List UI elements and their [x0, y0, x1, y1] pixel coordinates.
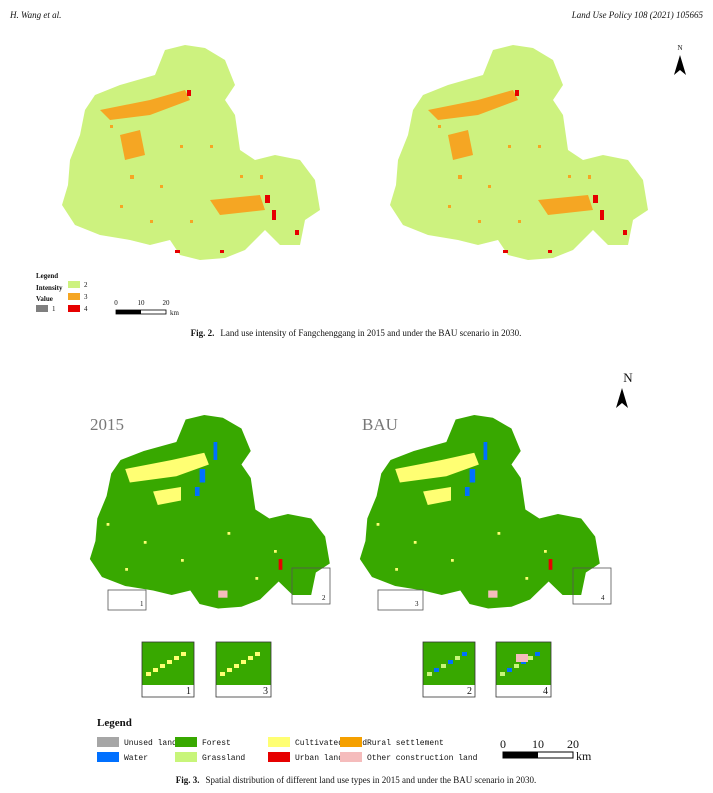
- legend-swatch: [97, 752, 119, 762]
- legend-label: Grassland: [202, 754, 245, 763]
- caption: Fig. 3. Spatial distribution of different…: [176, 775, 537, 785]
- inset-patch: [181, 652, 186, 656]
- legend-swatch: [175, 752, 197, 762]
- inset-patch: [516, 654, 528, 662]
- inset-patch: [535, 652, 540, 656]
- legend-swatch: [268, 737, 290, 747]
- inset-patch: [427, 672, 432, 676]
- box-label: 1: [140, 600, 144, 608]
- inset-patch: [462, 652, 467, 656]
- inset-patch: [167, 660, 172, 664]
- legend-swatch: [97, 737, 119, 747]
- scale-tick: 10: [532, 737, 544, 751]
- scale-tick: 10: [138, 299, 146, 307]
- legend-label: Forest: [202, 739, 231, 748]
- legend-label: Urban land: [295, 754, 343, 763]
- legend-swatch: [268, 752, 290, 762]
- inset-patch: [255, 652, 260, 656]
- inset-patch: [146, 672, 151, 676]
- inset-patch: [174, 656, 179, 660]
- inset-patch: [507, 668, 512, 672]
- north-label: N: [677, 44, 682, 52]
- box-label: 3: [415, 600, 419, 608]
- inset-label: 2: [467, 686, 472, 697]
- inset-patch: [227, 668, 232, 672]
- legend-title: Legend: [97, 717, 132, 729]
- inset-patch: [234, 664, 239, 668]
- inset-patch: [241, 660, 246, 664]
- scale-unit: km: [576, 749, 592, 763]
- legend-swatch: [68, 281, 80, 288]
- scale-tick: 20: [567, 737, 579, 751]
- inset-frame: [141, 641, 195, 698]
- scale-bar: [503, 752, 538, 758]
- inset-frame: [215, 641, 272, 698]
- north-label: N: [623, 370, 633, 385]
- map: [390, 45, 648, 260]
- map-title: 2015: [90, 415, 124, 434]
- legend-label: Other construction land: [367, 754, 478, 763]
- legend-label: 4: [84, 305, 88, 313]
- inset-patch: [514, 664, 519, 668]
- box-label: 2: [322, 594, 326, 602]
- header-right: Land Use Policy 108 (2021) 105665: [571, 10, 704, 20]
- legend-swatch: [175, 737, 197, 747]
- scale-tick: 0: [500, 737, 506, 751]
- legend-swatch: [68, 293, 80, 300]
- inset-patch: [160, 664, 165, 668]
- inset-patch: [153, 668, 158, 672]
- inset-label: 4: [543, 686, 548, 697]
- inset-label: 3: [263, 686, 268, 697]
- legend-title: Legend: [36, 272, 58, 280]
- legend-swatch: [340, 752, 362, 762]
- box-label: 4: [601, 594, 605, 602]
- map-title: BAU: [362, 415, 398, 434]
- inset-patch: [441, 664, 446, 668]
- legend-label: Cultivated land: [295, 739, 367, 748]
- legend-label: Rural settlement: [367, 739, 444, 748]
- legend-label: Unused land: [124, 739, 177, 748]
- inset-patch: [220, 672, 225, 676]
- legend-label: Intensity: [36, 284, 63, 292]
- scale-tick: 0: [114, 299, 118, 307]
- inset-patch: [500, 672, 505, 676]
- legend-swatch: [68, 305, 80, 312]
- inset-patch: [248, 656, 253, 660]
- map: [360, 415, 600, 609]
- scale-tick: 20: [163, 299, 171, 307]
- map: [62, 45, 320, 260]
- header-left: H. Wang et al.: [9, 10, 61, 20]
- scale-unit: km: [170, 309, 180, 317]
- inset-patch: [528, 656, 533, 660]
- inset-frame: [422, 641, 476, 698]
- legend-label: Value: [36, 295, 53, 303]
- inset-patch: [434, 668, 439, 672]
- north-arrow: [674, 55, 686, 75]
- scale-bar: [116, 310, 141, 314]
- inset-frame: [495, 641, 552, 698]
- map: [90, 415, 330, 609]
- inset-patch: [448, 660, 453, 664]
- legend-label: 1: [52, 305, 56, 313]
- inset-label: 1: [186, 686, 191, 697]
- caption: Fig. 2. Land use intensity of Fangchengga…: [191, 328, 522, 338]
- legend-label: Water: [124, 754, 148, 763]
- north-arrow: [616, 388, 628, 408]
- legend-label: 3: [84, 293, 88, 301]
- legend-swatch: [340, 737, 362, 747]
- legend-label: 2: [84, 281, 88, 289]
- legend-swatch: [36, 305, 48, 312]
- inset-patch: [455, 656, 460, 660]
